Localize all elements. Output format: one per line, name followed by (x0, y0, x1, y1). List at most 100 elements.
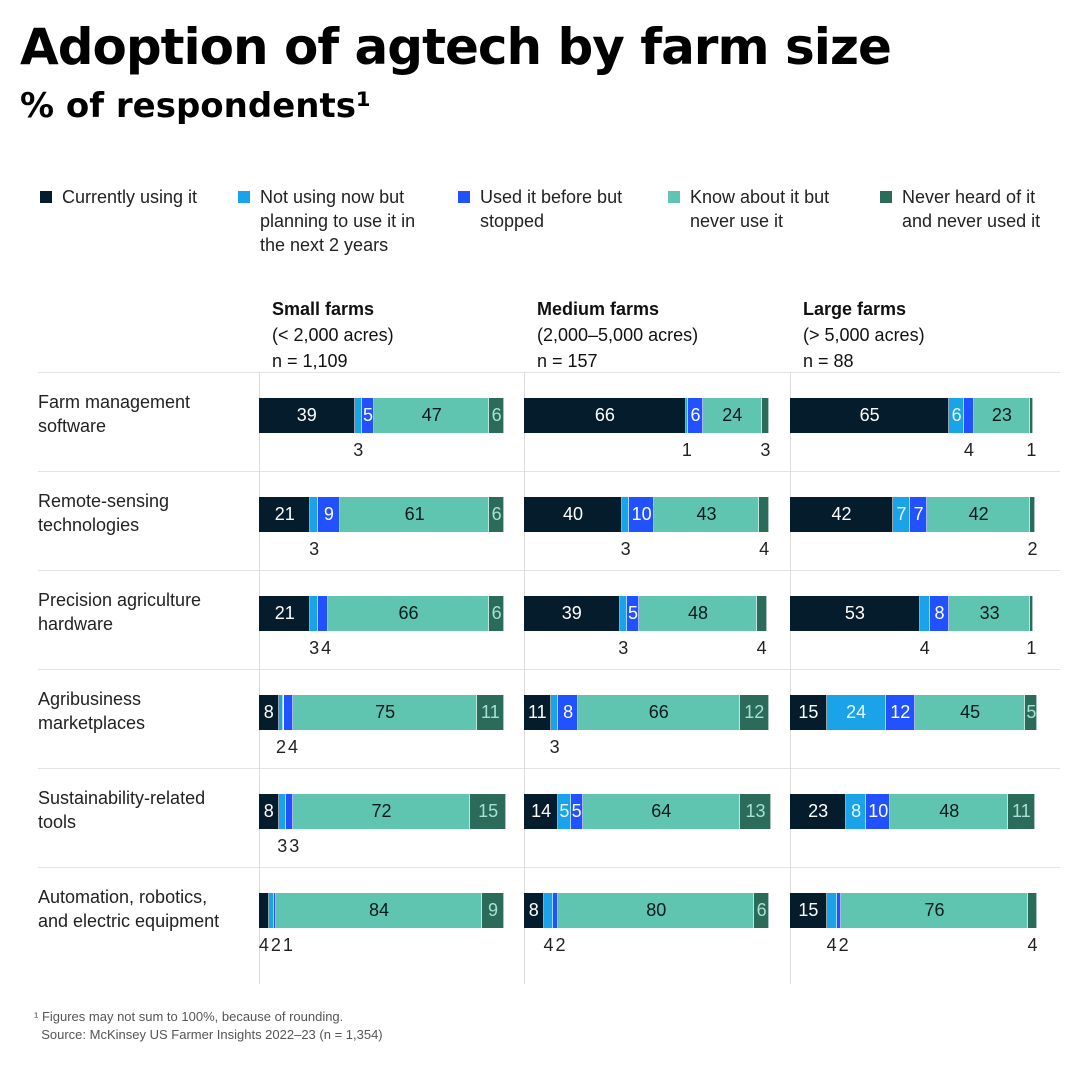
bar-segment (553, 893, 559, 928)
data-label: 8 (528, 900, 539, 920)
bar-segment (949, 398, 964, 433)
data-label: 8 (263, 801, 274, 821)
bar-segment (739, 794, 772, 829)
bar-segment (639, 596, 757, 631)
bar-segment (841, 893, 1028, 928)
row-divider (38, 669, 1060, 670)
data-label: 15 (478, 801, 499, 821)
data-label: 2 (276, 737, 287, 757)
bar-segment (489, 398, 504, 433)
bar-segment (1008, 794, 1035, 829)
bar-segment (1030, 596, 1033, 631)
bar-segment (310, 596, 318, 631)
data-label: 11 (527, 702, 547, 722)
legend-swatch (40, 191, 52, 203)
data-label: 4 (258, 935, 269, 955)
data-label: 3 (309, 638, 320, 658)
data-label: 6 (491, 504, 502, 524)
bar-segment (739, 695, 769, 730)
data-label: 48 (687, 603, 708, 623)
data-label: 61 (404, 504, 425, 524)
data-label: 33 (979, 603, 1000, 623)
bar-segment (310, 497, 318, 532)
bar-segment (278, 794, 286, 829)
bar-segment (558, 893, 755, 928)
bar-segment (865, 794, 891, 829)
data-label: 40 (563, 504, 584, 524)
column-subtitle: (2,000–5,000 acres) (537, 325, 699, 345)
data-label: 4 (288, 737, 299, 757)
data-label: 3 (549, 737, 560, 757)
footnote: ¹ Figures may not sum to 100%, because o… (34, 1009, 383, 1042)
bar-segment (790, 398, 950, 433)
bar-segment (1025, 695, 1038, 730)
data-label: 9 (487, 900, 498, 920)
column-subtitle: (> 5,000 acres) (803, 325, 925, 345)
bar-segment (259, 893, 269, 928)
bar-segment (688, 398, 703, 433)
data-label: 15 (798, 702, 819, 722)
bar-segment (949, 596, 1031, 631)
legend-swatch (238, 191, 250, 203)
column-title: Small farms (272, 299, 375, 319)
data-label: 2 (555, 935, 566, 955)
panel-divider (524, 372, 525, 984)
bar-segment (550, 695, 559, 730)
bar-segment (278, 695, 284, 730)
legend-swatch (668, 191, 680, 203)
data-label: 3 (309, 539, 320, 559)
data-label: 84 (369, 900, 390, 920)
bar-segment (477, 695, 504, 730)
data-label: 4 (963, 440, 974, 460)
data-label: 9 (323, 504, 334, 524)
data-label: 1 (1026, 440, 1037, 460)
data-label: 1 (1026, 638, 1037, 658)
data-label: 24 (722, 405, 743, 425)
bar-segment (826, 695, 886, 730)
bar-segment (317, 497, 340, 532)
bar-segment (273, 893, 277, 928)
bar-segment (892, 497, 911, 532)
bar-segment (524, 398, 686, 433)
bar-segment (653, 497, 760, 532)
data-label: 72 (371, 801, 392, 821)
row-label: Remote-sensing technologies (38, 491, 170, 535)
panel-divider (790, 372, 791, 984)
data-label: 3 (277, 836, 288, 856)
data-label: 7 (913, 504, 924, 524)
row-divider (38, 570, 1060, 571)
bar-segment (524, 695, 551, 730)
data-label: 7 (896, 504, 907, 524)
data-label: 5 (1026, 702, 1037, 722)
data-label: 5 (363, 405, 374, 425)
bar-segment (317, 596, 328, 631)
data-label: 15 (798, 900, 819, 920)
data-label: 8 (851, 801, 862, 821)
data-label: 23 (808, 801, 829, 821)
bar-segment (790, 893, 827, 928)
data-label: 5 (571, 801, 582, 821)
data-label: 8 (563, 702, 574, 722)
bar-segment (293, 695, 478, 730)
bar-segment (582, 794, 740, 829)
bar-segment (558, 695, 578, 730)
legend-label: Not using now but planning to use it in … (260, 187, 416, 255)
column-title: Medium farms (537, 299, 660, 319)
bar-segment (524, 497, 622, 532)
data-label: 45 (960, 702, 981, 722)
panel-divider (259, 372, 260, 984)
bar-segment (361, 398, 375, 433)
bar-segment (702, 398, 762, 433)
row-label: Agribusiness marketplaces (38, 689, 146, 733)
bar-segment (756, 596, 767, 631)
bar-segment (354, 398, 362, 433)
row-label: Sustainability-related tools (38, 788, 206, 832)
data-label: 13 (745, 801, 766, 821)
bar-segment (570, 794, 583, 829)
data-label: 39 (296, 405, 317, 425)
column-title: Large farms (803, 299, 907, 319)
data-label: 10 (868, 801, 889, 821)
row-divider (38, 768, 1060, 769)
bar-segment (339, 497, 490, 532)
